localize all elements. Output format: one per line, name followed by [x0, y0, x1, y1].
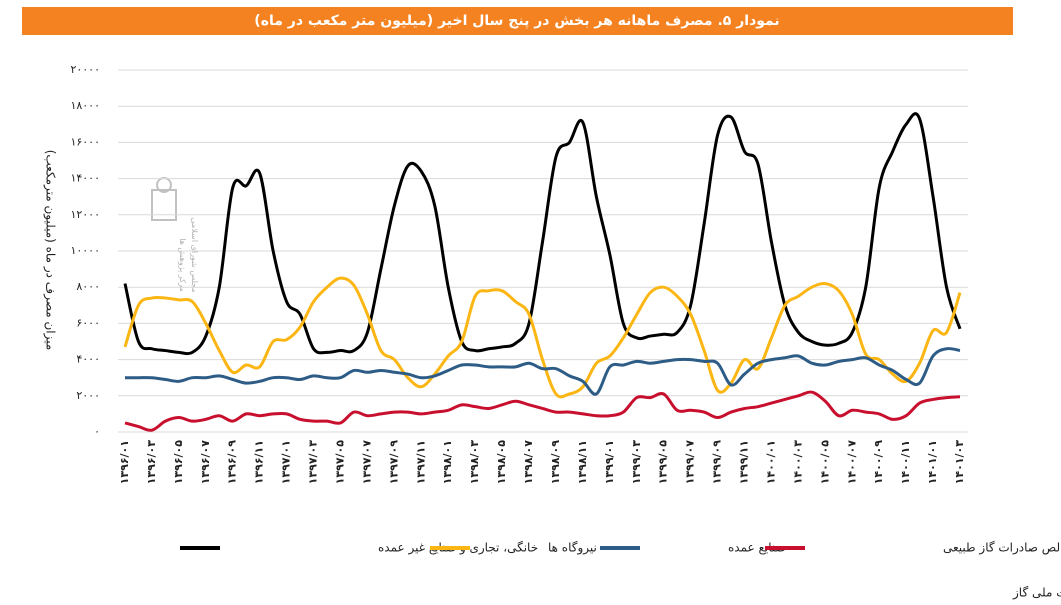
- x-tick-label: ۱۳۹۷/۰۵: [333, 440, 346, 485]
- x-tick-label: ۱۴۰۱/۰۳: [953, 440, 966, 485]
- x-tick-label: ۱۳۹۷/۰۷: [360, 440, 373, 485]
- series-line: [124, 390, 961, 432]
- x-tick-label: ۱۳۹۶/۰۵: [172, 440, 185, 485]
- x-tick-label: ۱۳۹۸/۰۷: [522, 440, 535, 485]
- x-tick-label: ۱۴۰۰/۰۳: [791, 440, 804, 485]
- logo: مجلس شورای اسلامی مرکز پژوهش ها: [151, 177, 199, 293]
- x-tick-label: ۱۴۰۰/۰۷: [845, 440, 858, 485]
- y-tick-label: ۶۰۰۰: [76, 316, 100, 329]
- y-tick-label: ۱۰۰۰۰: [70, 244, 100, 257]
- x-tick-label: ۱۳۹۹/۰۳: [630, 440, 643, 485]
- y-tick-label: ۱۶۰۰۰: [70, 135, 100, 148]
- y-tick-label: ۱۴۰۰۰: [70, 172, 100, 185]
- y-tick-label: ۲۰۰۰۰: [70, 63, 100, 76]
- legend-label: صنایع عمده: [728, 541, 786, 555]
- x-tick-label: ۱۳۹۹/۰۱: [603, 440, 616, 484]
- x-tick-label: ۱۳۹۶/۰۳: [145, 440, 158, 485]
- y-tick-label: ۲۰۰۰: [76, 389, 100, 402]
- legend-label: خالص صادرات گاز طبیعی: [943, 541, 1061, 556]
- x-tick-label: ۱۳۹۶/۰۱: [118, 440, 131, 484]
- y-tick-label: ۱۲۰۰۰: [70, 208, 100, 221]
- logo-text: مجلس شورای اسلامی: [190, 217, 199, 292]
- x-tick-label: ۱۳۹۹/۰۹: [711, 440, 724, 485]
- x-tick-label: ۱۴۰۰/۰۹: [872, 440, 885, 485]
- x-tick-label: ۱۳۹۷/۰۱: [280, 440, 293, 484]
- logo-text: مرکز پژوهش ها: [178, 238, 187, 292]
- chart-title: نمودار ۵. مصرف ماهانه هر بخش در پنج سال …: [254, 13, 779, 29]
- x-tick-label: ۱۳۹۸/۰۹: [549, 440, 562, 485]
- x-tick-label: ۱۳۹۸/۰۱: [441, 440, 454, 484]
- y-tick-label: ۸۰۰۰: [76, 280, 100, 293]
- x-tick-label: ۱۳۹۸/۰۳: [468, 440, 481, 485]
- x-tick-label: ۱۳۹۹/۰۷: [684, 440, 697, 485]
- x-tick-label: ۱۳۹۷/۰۹: [387, 440, 400, 485]
- legend-label: نیروگاه ها: [548, 541, 597, 556]
- x-tick-label: ۱۴۰۰/۰۱: [764, 440, 777, 484]
- x-tick-label: ۱۳۹۶/۱۱: [253, 440, 266, 484]
- series-line: [123, 276, 962, 399]
- title-bar: [22, 7, 1013, 35]
- series-line: [123, 112, 962, 356]
- x-tick-label: ۱۳۹۸/۱۱: [576, 440, 589, 484]
- y-tick-label: ۴۰۰۰: [76, 353, 100, 366]
- x-tick-label: ۱۴۰۱/۰۱: [926, 440, 939, 484]
- x-tick-label: ۱۳۹۹/۱۱: [738, 440, 751, 484]
- y-axis-label: میزان مصرف در ماه (میلیون مترمکعب): [43, 150, 58, 351]
- x-tick-label: ۱۳۹۸/۰۵: [495, 440, 508, 485]
- x-tick-label: ۱۳۹۶/۰۹: [226, 440, 239, 485]
- logo-shape: [151, 189, 177, 221]
- logo-shape: [156, 177, 172, 193]
- x-tick-label: ۱۳۹۷/۰۳: [307, 440, 320, 485]
- x-tick-label: ۱۴۰۰/۱۱: [899, 440, 912, 484]
- x-tick-label: ۱۴۰۰/۰۵: [818, 440, 831, 485]
- x-tick-label: ۱۳۹۶/۰۷: [199, 440, 212, 485]
- x-tick-label: ۱۳۹۷/۱۱: [414, 440, 427, 484]
- y-tick-label: ۰: [94, 425, 100, 438]
- series-line: [125, 347, 961, 396]
- y-tick-label: ۱۸۰۰۰: [70, 99, 100, 112]
- source: مأخذ: شرکت ملی گاز: [1012, 584, 1061, 601]
- x-tick-label: ۱۳۹۹/۰۵: [657, 440, 670, 485]
